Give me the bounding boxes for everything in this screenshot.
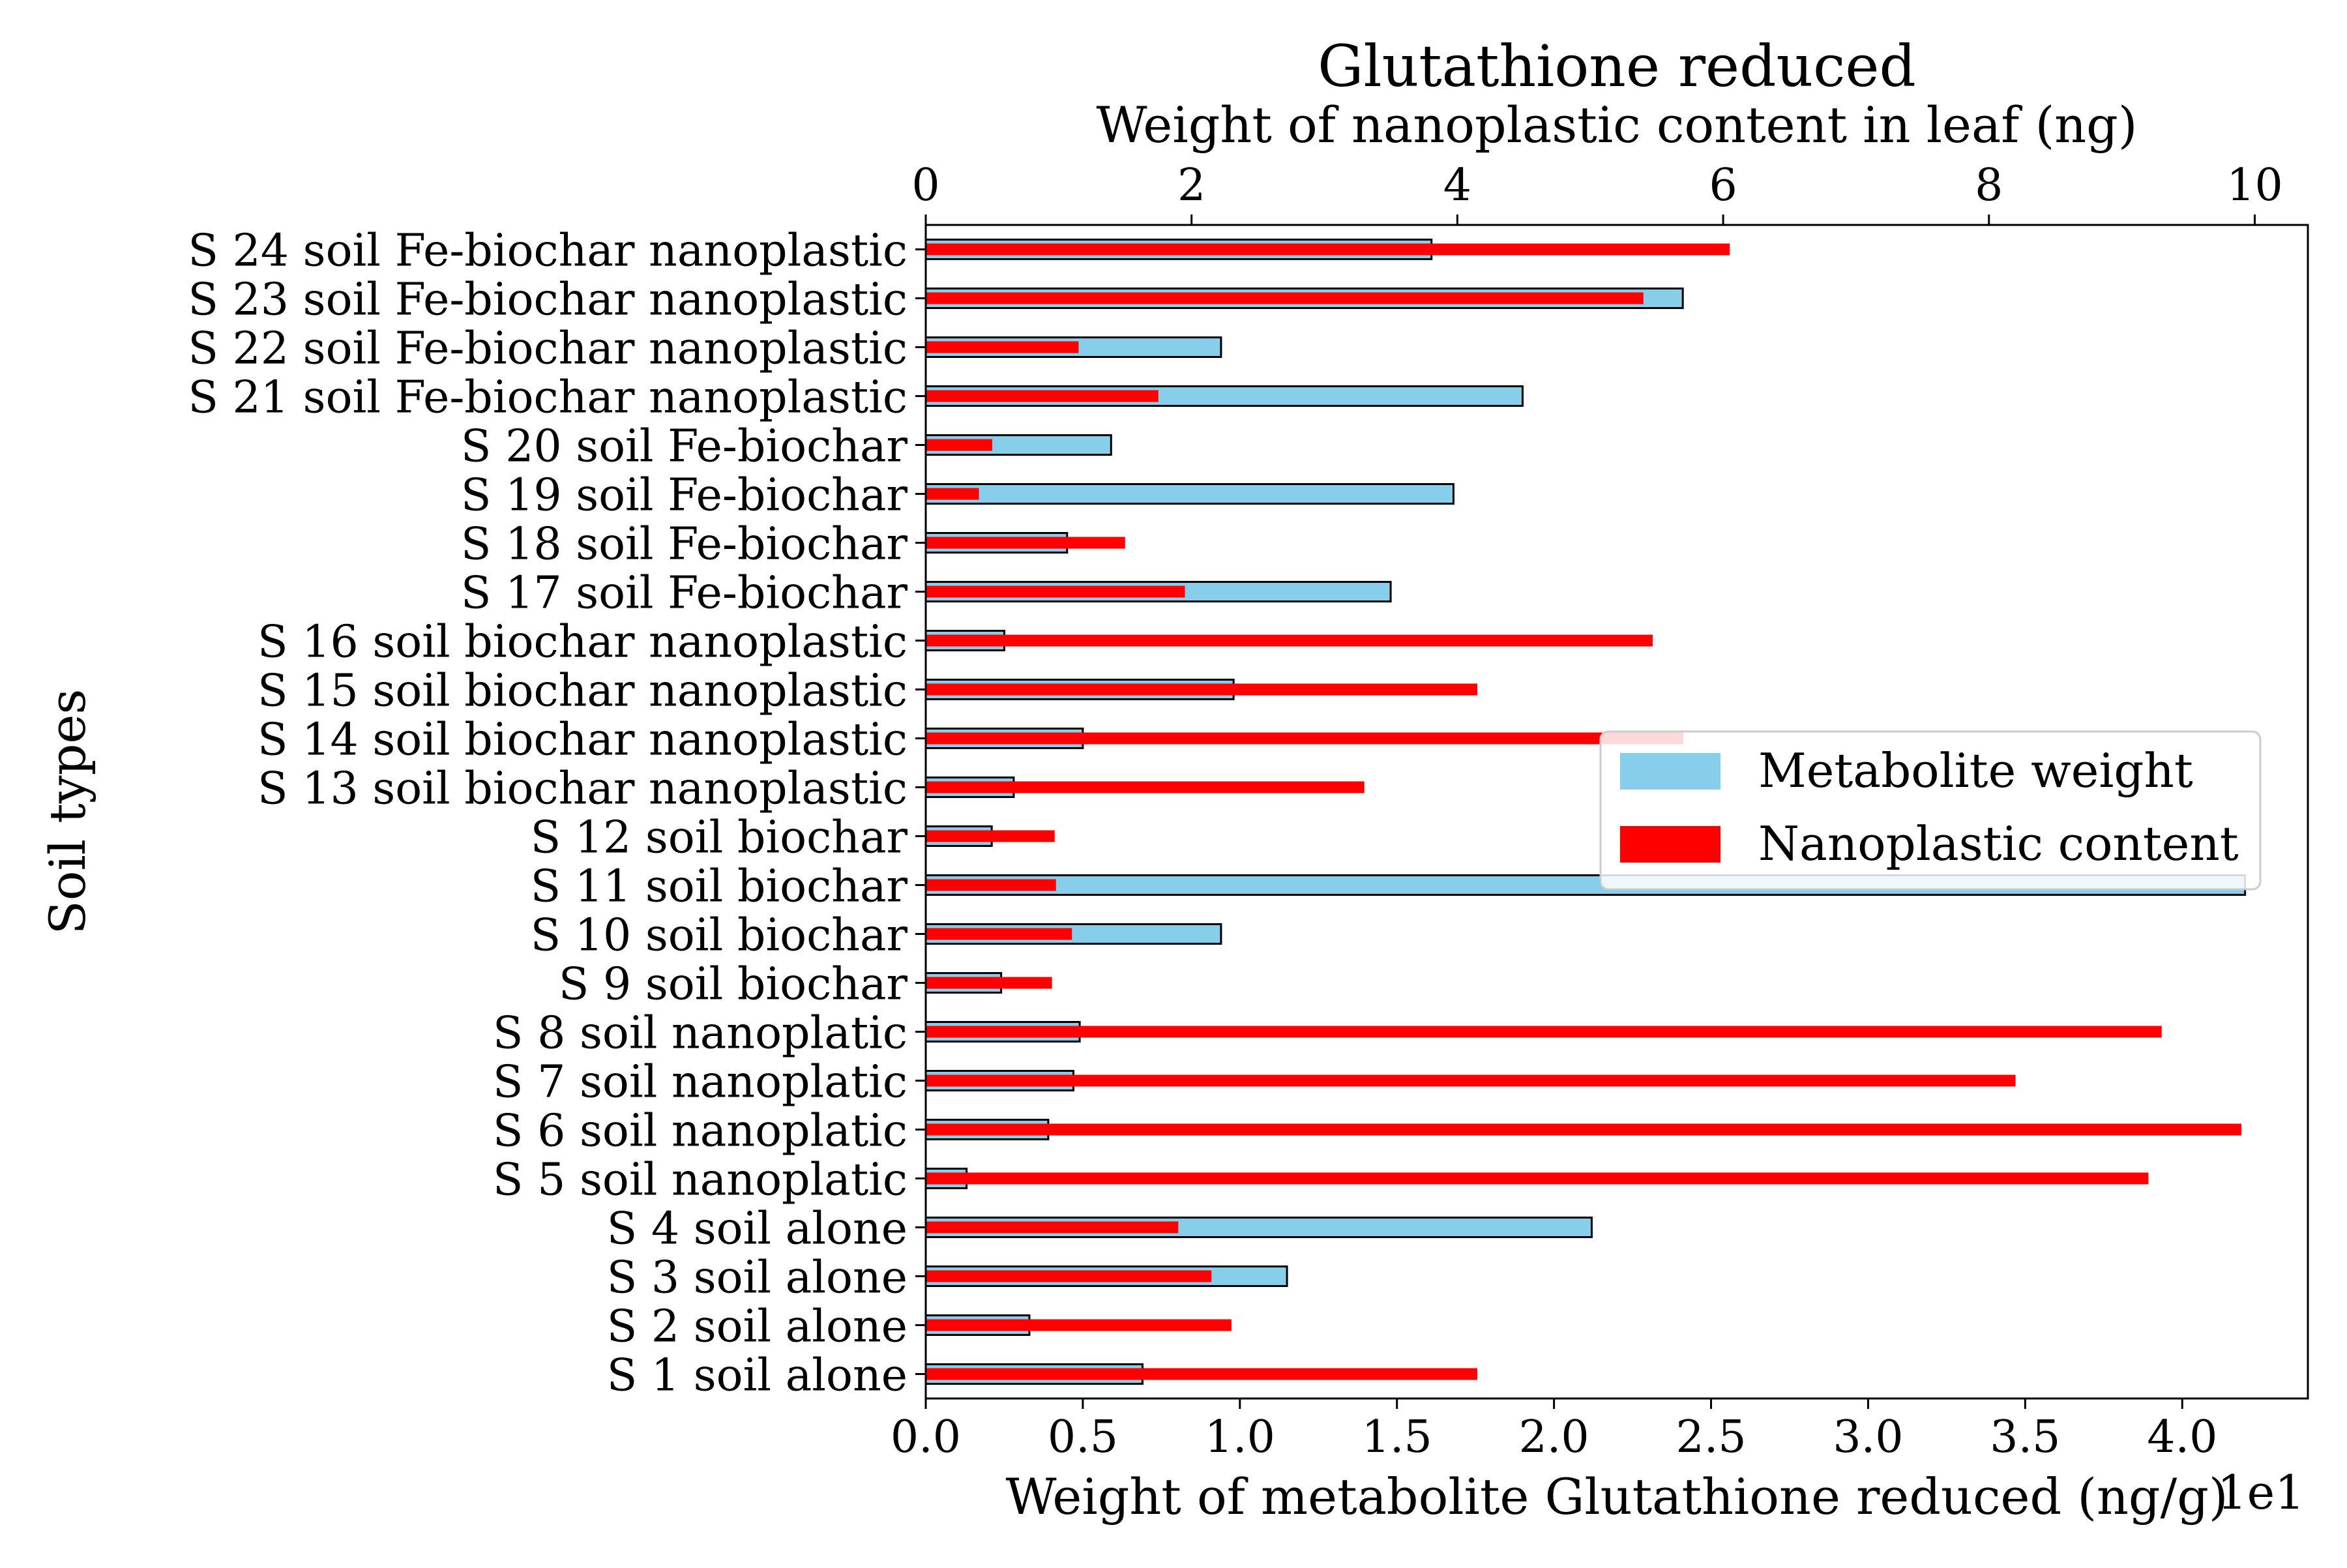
legend-label: Metabolite weight [1758, 743, 2193, 798]
y-tick-label: S 21 soil Fe-biochar nanoplastic [188, 372, 908, 424]
y-tick-label: S 16 soil biochar nanoplastic [258, 617, 908, 668]
bottom-axis-ticks: 0.0 0.5 1.0 1.5 2.0 2.5 3.0 3.5 4.0 [891, 1398, 2217, 1463]
y-tick-label: S 6 soil nanoplatic [493, 1106, 908, 1157]
top-tick-label: 10 [2226, 160, 2283, 211]
y-tick-label: S 13 soil biochar nanoplastic [258, 763, 908, 815]
bottom-tick-label: 3.5 [1990, 1412, 2060, 1463]
bottom-axis-label: Weight of metabolite Glutathione reduced… [1006, 1468, 2228, 1526]
y-tick-label: S 7 soil nanoplatic [493, 1057, 908, 1108]
legend-swatch-nanoplastic [1620, 826, 1720, 863]
y-tick-label: S 19 soil Fe-biochar [461, 470, 908, 522]
y-tick-label: S 17 soil Fe-biochar [461, 568, 908, 619]
nanoplastic-bar [926, 830, 1055, 842]
y-tick-label: S 9 soil biochar [559, 959, 908, 1011]
y-tick-label: S 20 soil Fe-biochar [461, 421, 908, 473]
nanoplastic-bar [926, 977, 1052, 989]
y-axis-label: Soil types [38, 689, 96, 935]
y-tick-label: S 3 soil alone [607, 1252, 908, 1304]
bottom-tick-label: 4.0 [2147, 1412, 2217, 1463]
nanoplastic-bar [926, 683, 1477, 696]
nanoplastic-bar [926, 634, 1653, 647]
bottom-tick-label: 0.0 [891, 1412, 961, 1463]
nanoplastic-bar [926, 243, 1730, 256]
y-tick-label: S 11 soil biochar [531, 861, 908, 913]
nanoplastic-bar [926, 781, 1365, 793]
bottom-tick-label: 3.0 [1833, 1412, 1903, 1463]
bottom-tick-label: 1.0 [1205, 1412, 1275, 1463]
nanoplastic-bar [926, 439, 992, 451]
plot-frame [924, 224, 2309, 1400]
plot-area-border [924, 224, 2309, 1400]
y-tick-label: S 4 soil alone [607, 1204, 908, 1255]
nanoplastic-bar [926, 928, 1072, 940]
legend-box [1599, 730, 2262, 891]
bottom-tick-label: 1.5 [1362, 1412, 1432, 1463]
bottom-axis-offset-text: 1e1 [2217, 1465, 2305, 1520]
nanoplastic-bar [926, 1123, 2242, 1136]
y-tick-label: S 22 soil Fe-biochar nanoplastic [188, 323, 908, 375]
y-tick-label: S 8 soil nanoplatic [493, 1008, 908, 1059]
top-tick-label: 0 [911, 160, 939, 211]
metabolite-bar [924, 483, 1454, 505]
y-tick-label: S 14 soil biochar nanoplastic [258, 715, 908, 766]
y-tick-label: S 23 soil Fe-biochar nanoplastic [188, 274, 908, 326]
nanoplastic-bar [926, 879, 1056, 891]
nanoplastic-bar [926, 1172, 2149, 1185]
top-tick-label: 4 [1443, 160, 1471, 211]
nanoplastic-bar [926, 390, 1159, 402]
y-tick-label: S 12 soil biochar [531, 812, 908, 864]
y-tick-label: S 10 soil biochar [531, 910, 908, 962]
y-tick-label: S 15 soil biochar nanoplastic [258, 666, 908, 717]
nanoplastic-bar [926, 1319, 1232, 1331]
bottom-tick-label: 0.5 [1048, 1412, 1118, 1463]
top-tick-label: 6 [1709, 160, 1737, 211]
bottom-tick-label: 2.0 [1519, 1412, 1589, 1463]
nanoplastic-bar [926, 537, 1125, 549]
chart-title: Glutathione reduced [1318, 33, 1916, 100]
top-axis-ticks: 0 2 4 6 8 10 [911, 160, 2283, 225]
top-tick-label: 2 [1177, 160, 1205, 211]
nanoplastic-bar [926, 1221, 1179, 1234]
y-tick-label: S 1 soil alone [607, 1350, 908, 1402]
y-tick-label: S 18 soil Fe-biochar [461, 519, 908, 570]
nanoplastic-bar [926, 732, 1683, 745]
top-axis-label: Weight of nanoplastic content in leaf (n… [1097, 96, 2138, 154]
nanoplastic-bar [926, 585, 1185, 598]
y-tick-label: S 5 soil nanoplatic [493, 1155, 908, 1206]
legend-swatch-metabolite [1620, 753, 1720, 790]
series-nanoplastic-content [926, 243, 2242, 1380]
nanoplastic-bar [926, 1026, 2162, 1038]
nanoplastic-bar [926, 1270, 1212, 1282]
legend: Metabolite weight Nanoplastic content [1599, 730, 2262, 891]
nanoplastic-bar [926, 1074, 2016, 1087]
bottom-tick-label: 2.5 [1675, 1412, 1746, 1463]
nanoplastic-bar [926, 1368, 1477, 1380]
nanoplastic-bar [926, 292, 1644, 304]
nanoplastic-bar [926, 341, 1079, 353]
y-tick-label: S 2 soil alone [607, 1301, 908, 1353]
y-tick-label: S 24 soil Fe-biochar nanoplastic [188, 226, 908, 277]
legend-label: Nanoplastic content [1758, 816, 2239, 871]
top-tick-label: 8 [1975, 160, 2003, 211]
nanoplastic-bar [926, 488, 979, 500]
